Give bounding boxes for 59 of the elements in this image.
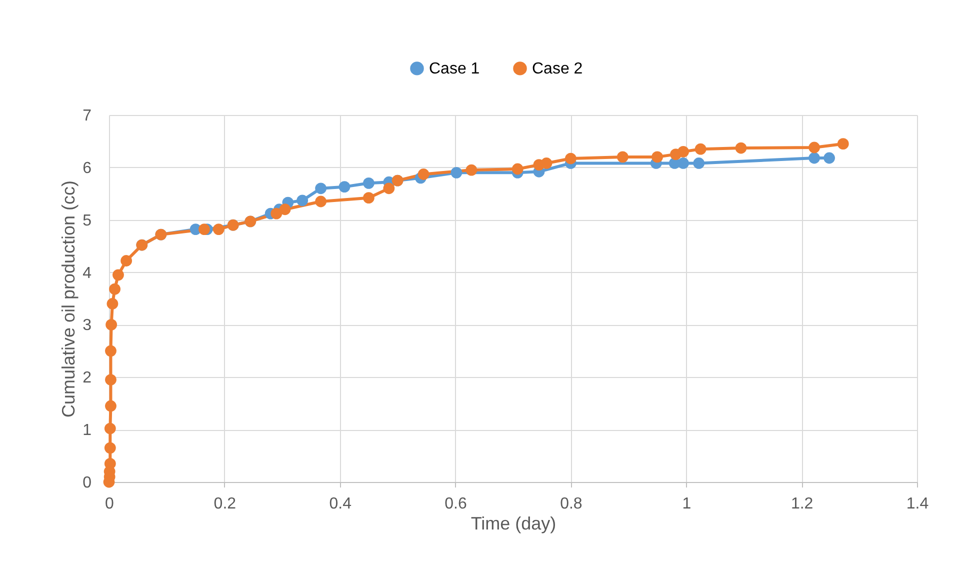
point: [808, 142, 820, 154]
point: [270, 208, 282, 220]
point: [678, 158, 689, 169]
point: [212, 224, 224, 235]
point: [106, 319, 118, 330]
point: [694, 143, 706, 155]
point: [104, 422, 116, 434]
point: [105, 345, 116, 357]
point: [837, 138, 849, 150]
x-tick-label: 0.8: [560, 496, 582, 512]
point: [540, 158, 552, 169]
point: [198, 224, 210, 235]
y-tick-label: 4: [82, 264, 92, 282]
x-tick-label: 0.6: [444, 496, 468, 512]
point: [808, 152, 820, 164]
point: [824, 152, 835, 164]
point: [678, 146, 689, 158]
y-tick-label: 5: [82, 212, 92, 230]
point: [296, 194, 308, 206]
y-tick-label: 3: [82, 317, 92, 334]
x-tick-label: 1: [682, 496, 692, 512]
point: [105, 374, 116, 386]
legend-label: Case 2: [532, 60, 583, 78]
point: [616, 151, 628, 163]
x-tick-label: 0: [105, 496, 114, 512]
point: [693, 158, 705, 169]
y-tick-label: 0: [82, 474, 92, 492]
point: [315, 196, 327, 208]
point: [106, 298, 118, 310]
point: [450, 166, 462, 178]
point: [466, 164, 478, 176]
point: [338, 181, 350, 193]
x-tick-label: 0.2: [214, 496, 236, 512]
point: [112, 269, 124, 281]
point: [565, 152, 576, 164]
x-tick-label: 1.2: [790, 496, 814, 512]
point: [109, 283, 120, 295]
x-axis-title: Time (day): [470, 514, 556, 534]
point: [279, 204, 291, 216]
point: [418, 168, 430, 180]
point: [512, 163, 524, 175]
point: [104, 442, 116, 454]
legend-label: Case 1: [429, 60, 480, 78]
y-tick-label: 7: [82, 108, 92, 124]
point: [104, 458, 116, 470]
y-tick-label: 1: [82, 422, 92, 440]
y-tick-label: 6: [82, 160, 92, 177]
point: [363, 192, 374, 204]
point: [120, 255, 132, 266]
point: [735, 142, 747, 154]
point: [363, 177, 374, 189]
y-axis-title: Cumulative oil production (cc): [58, 180, 79, 418]
x-tick-label: 0.4: [329, 496, 352, 512]
x-tick-label: 1.4: [906, 496, 929, 512]
point: [383, 182, 395, 194]
point: [105, 400, 116, 412]
y-tick-label: 2: [82, 370, 92, 387]
point: [315, 182, 327, 194]
point: [652, 151, 663, 163]
